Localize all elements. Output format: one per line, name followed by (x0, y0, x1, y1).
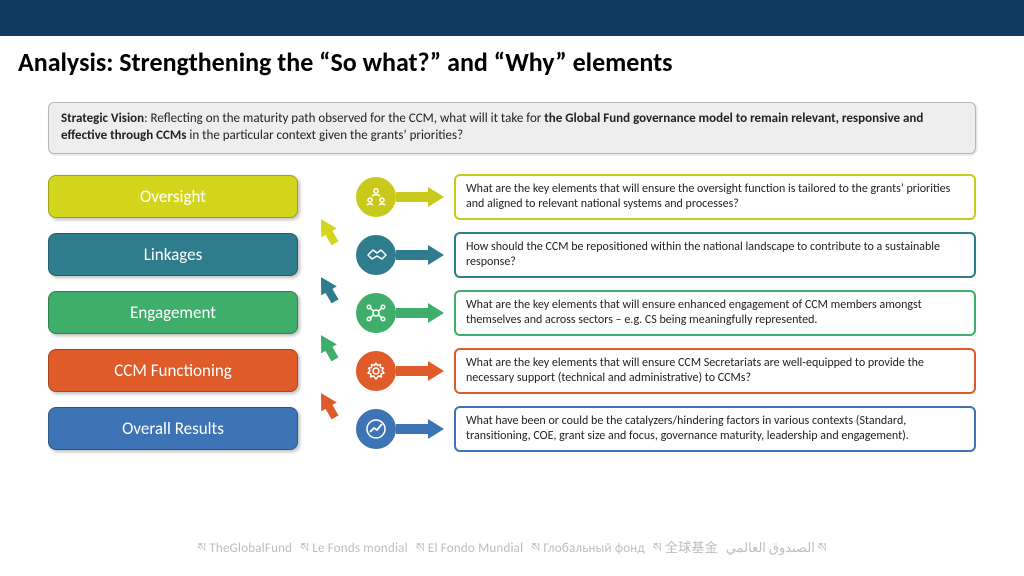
vision-lead: Strategic Vision (61, 111, 144, 126)
category-row: Engagement What are the key elements that… (48, 284, 976, 342)
category-pill: Oversight (48, 175, 298, 218)
footer-brand: الصندوق العالمي ས (726, 541, 827, 556)
category-pill: CCM Functioning (48, 349, 298, 392)
footer-brand: ས TheGlobalFund (197, 541, 292, 556)
gear-icon (356, 351, 396, 391)
category-pill: Linkages (48, 233, 298, 276)
arrow-right-icon (428, 419, 444, 439)
category-description: How should the CCM be repositioned withi… (454, 232, 976, 278)
footer-brand: ས Глобальный фонд (531, 541, 645, 556)
category-description: What have been or could be the catalyzer… (454, 406, 976, 452)
footer-brand: ས Le Fonds mondial (300, 541, 408, 556)
footer-brand-strip: ས TheGlobalFund ས Le Fonds mondial ས El Fo… (0, 533, 1024, 570)
arrow-icon-cell (306, 400, 446, 458)
category-pill: Overall Results (48, 407, 298, 450)
category-row: Oversight What are the key elements that … (48, 168, 976, 226)
category-rows: Oversight What are the key elements that … (0, 168, 1024, 458)
arrow-right-icon (428, 361, 444, 381)
category-row: CCM Functioning What are the key elements… (48, 342, 976, 400)
arrow-right-icon (428, 245, 444, 265)
vision-text-b: in the particular context given the gran… (186, 128, 463, 143)
people-icon (356, 177, 396, 217)
page-title: Analysis: Strengthening the “So what?” a… (0, 36, 1024, 84)
arrow-right-icon (428, 187, 444, 207)
category-description: What are the key elements that will ensu… (454, 174, 976, 220)
top-band (0, 0, 1024, 36)
vision-text-a: : Reflecting on the maturity path observ… (144, 111, 544, 126)
category-description: What are the key elements that will ensu… (454, 290, 976, 336)
handshake-icon (356, 235, 396, 275)
footer-brand: ས El Fondo Mundial (416, 541, 524, 556)
arrow-right-icon (428, 303, 444, 323)
strategic-vision-box: Strategic Vision: Reflecting on the matu… (48, 102, 976, 154)
network-icon (356, 293, 396, 333)
chart-icon (356, 409, 396, 449)
category-pill: Engagement (48, 291, 298, 334)
footer-brand: ས 全球基金 (653, 541, 718, 556)
category-row: Overall Results What have been or could b… (48, 400, 976, 458)
category-description: What are the key elements that will ensu… (454, 348, 976, 394)
category-row: Linkages How should the CCM be reposition… (48, 226, 976, 284)
